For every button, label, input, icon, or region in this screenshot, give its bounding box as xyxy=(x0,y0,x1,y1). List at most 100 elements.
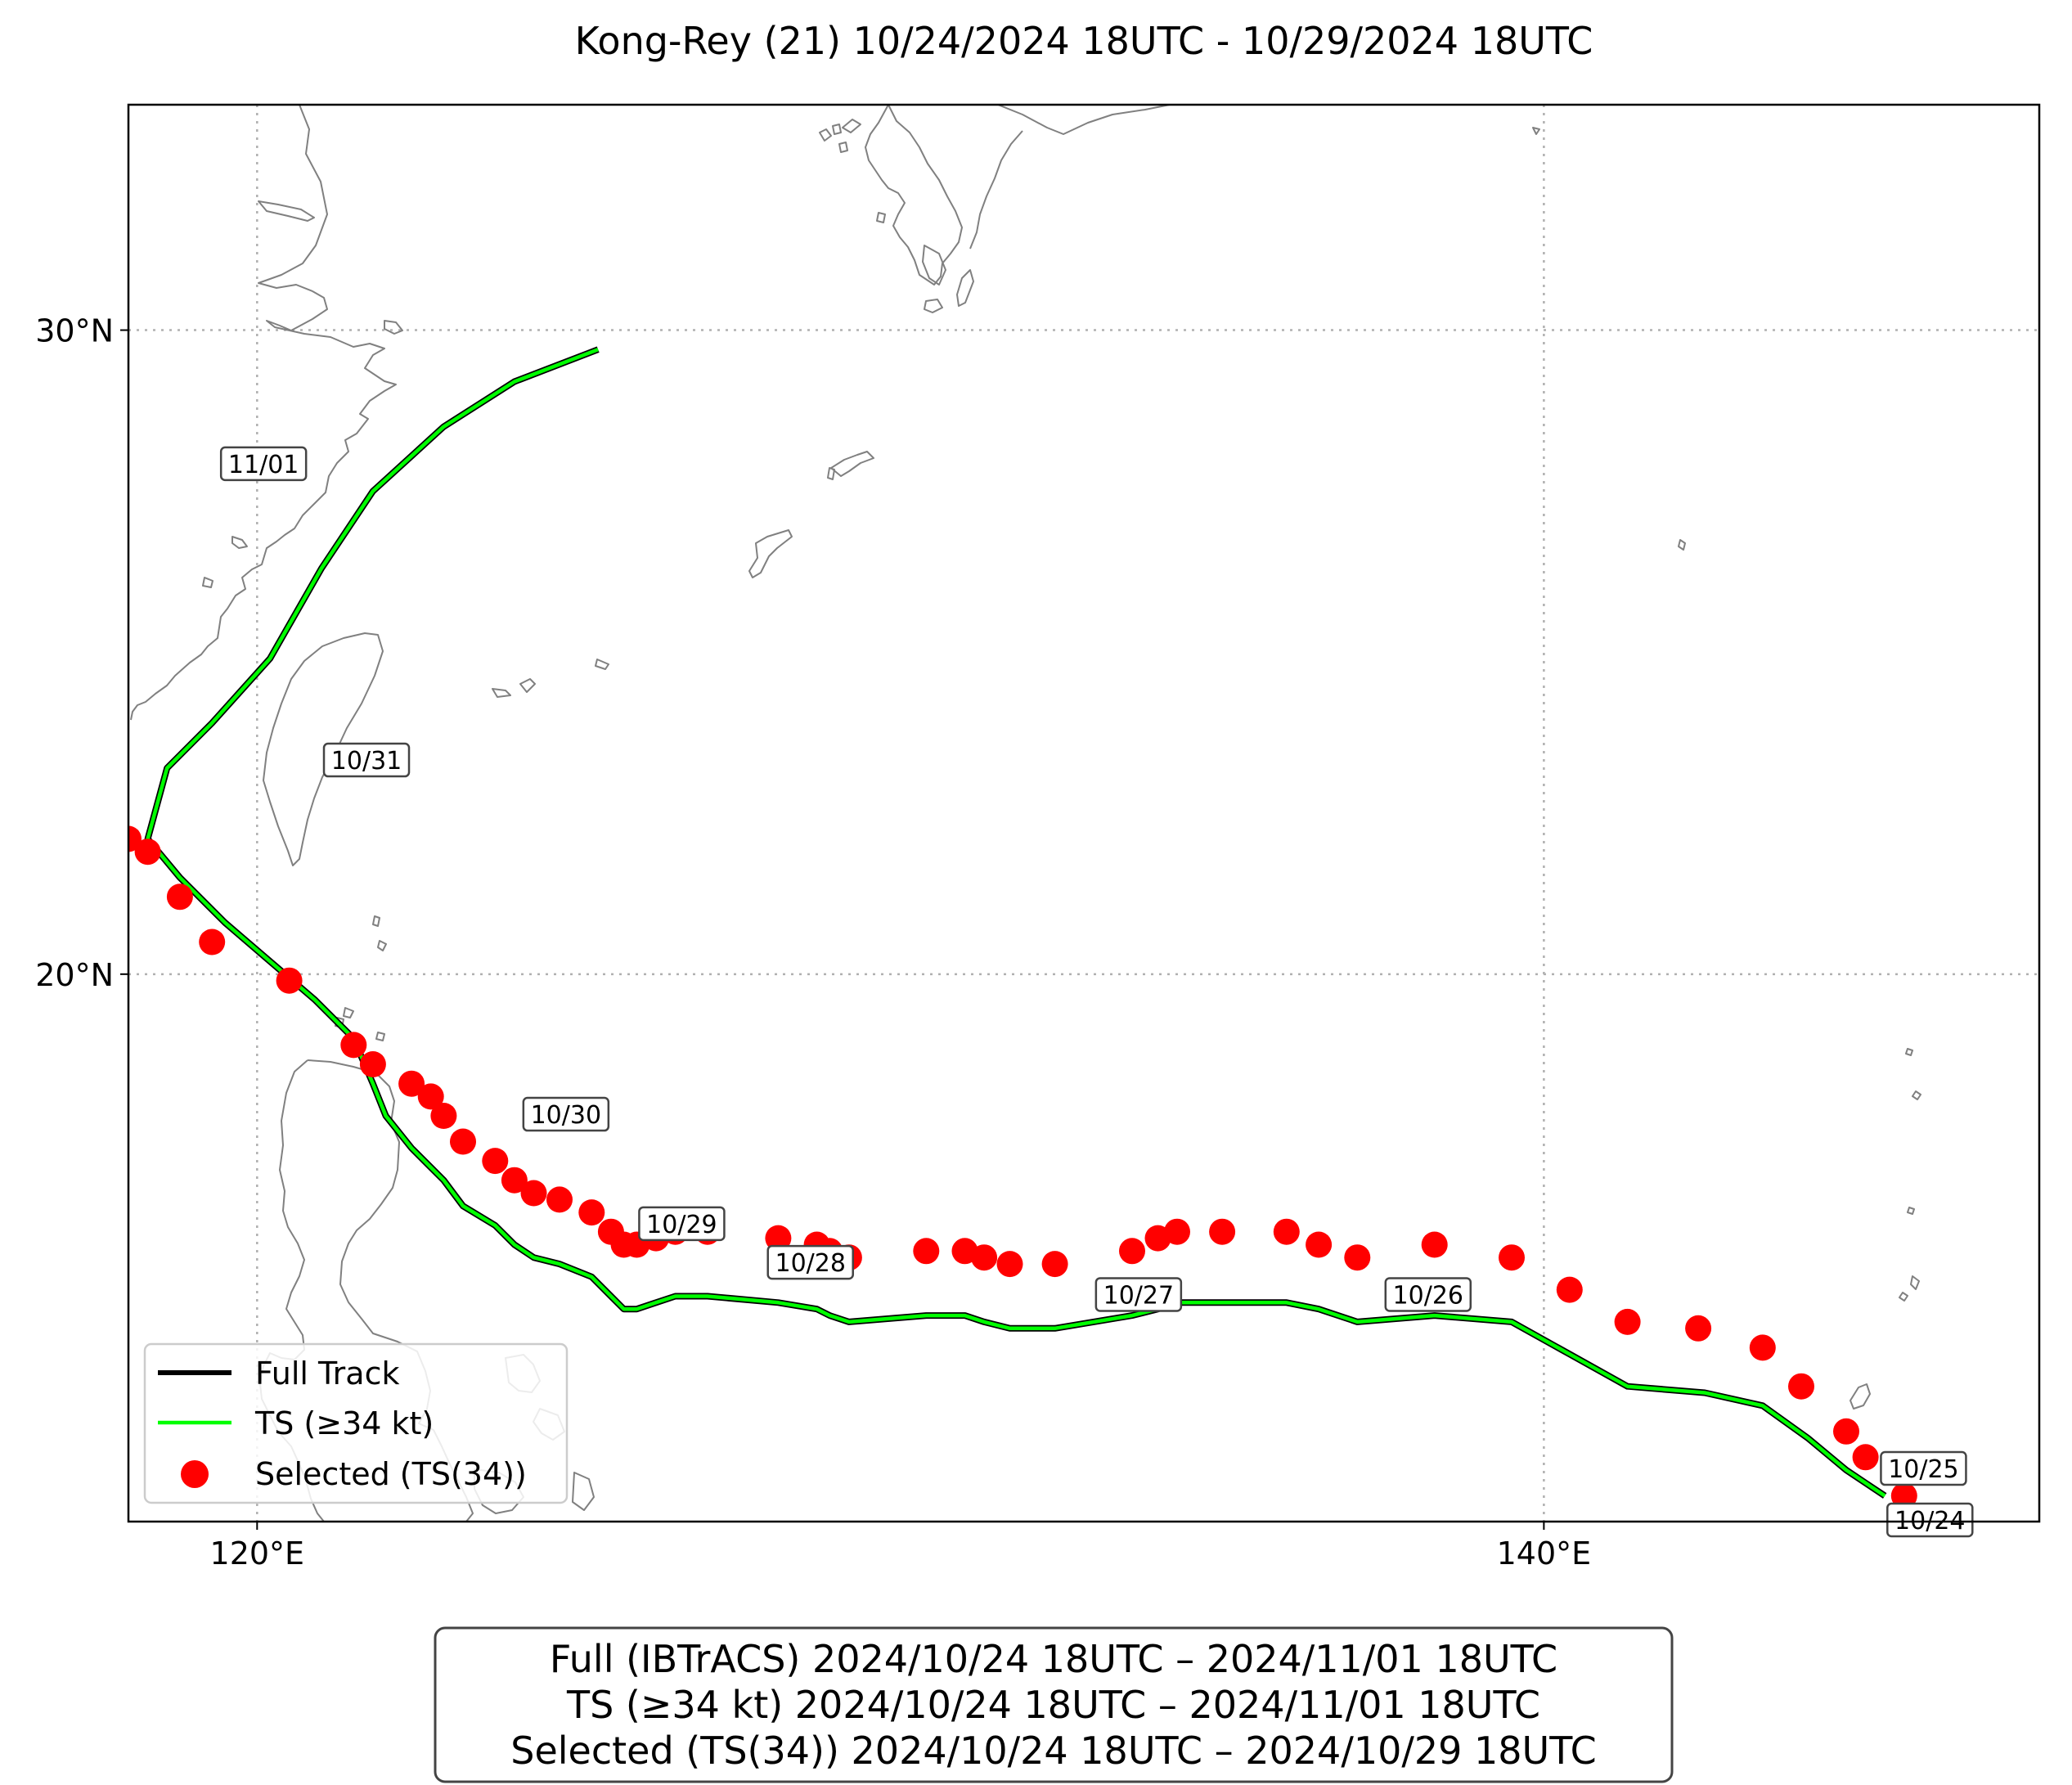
ryukyu-islands xyxy=(492,659,609,698)
selected-point xyxy=(1499,1244,1525,1271)
date-label-text: 11/01 xyxy=(228,451,299,479)
china-coastline xyxy=(130,105,397,721)
date-label: 10/28 xyxy=(766,1244,854,1280)
full-range-line: Full (IBTrACS) 2024/10/24 18UTC – 2024/1… xyxy=(550,1637,1557,1681)
selected-point xyxy=(340,1032,367,1059)
selected-point xyxy=(1685,1315,1712,1342)
selected-point xyxy=(199,928,226,955)
date-label-text: 10/31 xyxy=(331,747,402,776)
selected-point xyxy=(1144,1225,1171,1252)
date-label: 10/31 xyxy=(322,742,411,778)
date-label-box xyxy=(322,742,411,778)
selected-point xyxy=(482,1148,509,1175)
selected-point xyxy=(578,1199,605,1226)
small-island xyxy=(202,577,213,588)
selected-point xyxy=(450,1128,476,1155)
selected-point xyxy=(520,1180,547,1207)
izu-island xyxy=(1532,127,1540,135)
lat-tick-label: 30°N xyxy=(35,313,114,349)
selected-point xyxy=(913,1238,940,1265)
date-labels: 10/24 10/25 10/26 10/27 10/28 10/29 10/30 10/31… xyxy=(219,446,1974,1538)
date-range-frame xyxy=(434,1626,1674,1783)
guam-island xyxy=(1850,1383,1871,1410)
lon-tick-label: 140°E xyxy=(1497,1535,1592,1571)
zhoushan-island xyxy=(384,320,403,335)
selected-point xyxy=(597,1218,624,1245)
small-island xyxy=(231,536,248,549)
plot-frame xyxy=(127,103,2041,1523)
selected-point xyxy=(1306,1231,1333,1258)
date-label-box xyxy=(1886,1502,1974,1538)
honshu-coast xyxy=(969,130,1023,250)
date-label-box xyxy=(766,1244,854,1280)
batanes-islands xyxy=(372,915,387,951)
date-range-box: Full (IBTrACS) 2024/10/24 18UTC – 2024/1… xyxy=(434,1626,1674,1783)
selected-point xyxy=(1614,1308,1641,1335)
date-label-box xyxy=(1094,1277,1183,1312)
shikoku-coastline xyxy=(997,105,1171,135)
taiwan-coastline xyxy=(263,632,384,866)
selected-point xyxy=(134,839,161,866)
selected-point xyxy=(1749,1334,1776,1361)
selected-point xyxy=(128,825,142,852)
legend-box xyxy=(143,1342,569,1504)
date-label: 10/27 xyxy=(1094,1277,1183,1312)
legend-selected-label: Selected (TS(34)) xyxy=(255,1456,527,1492)
selected-point xyxy=(417,1083,444,1110)
date-label-box xyxy=(1384,1277,1472,1312)
kyushu-coastline xyxy=(865,105,963,286)
selected-point xyxy=(430,1103,457,1129)
date-label: 10/30 xyxy=(522,1096,610,1132)
mariana-islands xyxy=(1899,1048,1921,1302)
selected-point xyxy=(1119,1238,1145,1265)
selected-point xyxy=(276,967,303,994)
selected-range-line: Selected (TS(34)) 2024/10/24 18UTC – 202… xyxy=(510,1729,1596,1773)
date-label-text: 10/30 xyxy=(531,1101,601,1130)
date-label: 10/26 xyxy=(1384,1277,1472,1312)
selected-points xyxy=(128,825,1917,1509)
selected-point xyxy=(1421,1231,1448,1258)
amami-island xyxy=(827,451,874,480)
coastlines xyxy=(130,105,1921,1522)
legend-ts-label: TS (≥34 kt) xyxy=(254,1405,434,1441)
selected-point xyxy=(1344,1244,1371,1271)
tracks xyxy=(144,346,1887,1499)
tanegashima-island xyxy=(956,269,974,307)
selected-point xyxy=(546,1186,573,1213)
small-island xyxy=(876,212,886,223)
kyushu-south xyxy=(922,245,946,286)
date-label-box xyxy=(638,1206,726,1242)
date-label: 11/01 xyxy=(219,446,308,482)
date-label-box xyxy=(1880,1450,1967,1486)
date-label-text: 10/26 xyxy=(1393,1281,1463,1310)
koshiki-islands xyxy=(819,124,842,142)
date-label: 10/24 xyxy=(1886,1502,1974,1538)
date-label-text: 10/28 xyxy=(775,1249,845,1278)
selected-point xyxy=(951,1238,978,1265)
selected-point xyxy=(996,1251,1023,1278)
selected-point xyxy=(359,1051,386,1077)
yakushima-island xyxy=(924,299,943,313)
goto-islands xyxy=(838,119,861,153)
date-label-box xyxy=(522,1096,610,1132)
date-label-box xyxy=(219,446,308,482)
okinawa-island xyxy=(748,529,793,578)
philippine-islands xyxy=(572,1472,595,1511)
date-label: 10/25 xyxy=(1880,1450,1967,1486)
selected-point xyxy=(166,884,193,910)
selected-point xyxy=(398,1070,425,1097)
date-label-text: 10/29 xyxy=(646,1211,717,1239)
map-title: Kong-Rey (21) 10/24/2024 18UTC - 10/29/2… xyxy=(575,19,1593,63)
selected-point xyxy=(501,1167,528,1194)
selected-point xyxy=(1788,1373,1814,1400)
lon-tick-label: 120°E xyxy=(210,1535,305,1571)
selected-point xyxy=(765,1225,792,1252)
gridlines xyxy=(128,105,2039,1522)
bonin-island xyxy=(1678,539,1686,551)
selected-point xyxy=(1890,1482,1917,1509)
selected-point xyxy=(1833,1418,1859,1445)
selected-point xyxy=(1852,1444,1879,1471)
yangtze-islands xyxy=(258,200,315,222)
selected-point xyxy=(1556,1276,1583,1303)
